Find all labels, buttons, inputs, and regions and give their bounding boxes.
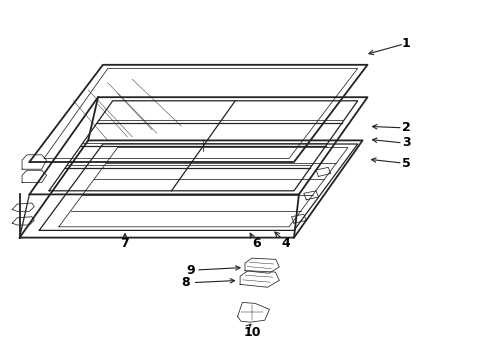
Text: 9: 9: [186, 264, 195, 276]
Text: 8: 8: [181, 276, 190, 289]
Text: 4: 4: [282, 237, 291, 250]
Text: 1: 1: [402, 37, 411, 50]
Text: 3: 3: [402, 136, 411, 149]
Text: 2: 2: [402, 121, 411, 134]
Text: 5: 5: [402, 157, 411, 170]
Text: 7: 7: [120, 237, 129, 250]
Text: 6: 6: [252, 237, 261, 250]
Text: 10: 10: [244, 326, 261, 339]
